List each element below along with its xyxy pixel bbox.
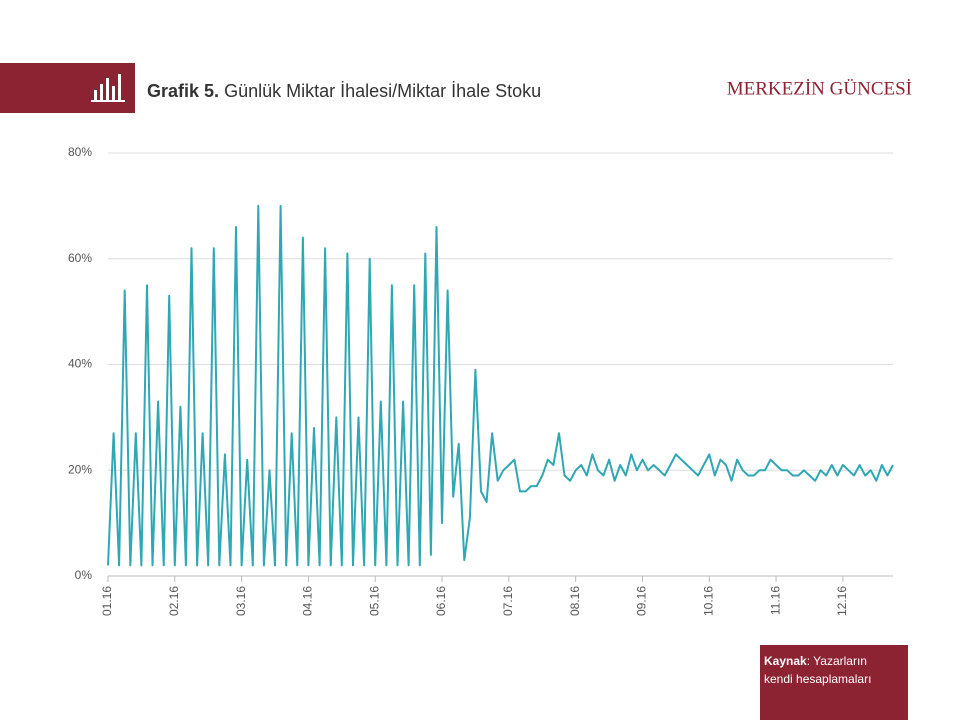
source-box bbox=[760, 645, 908, 720]
line-series bbox=[107, 204, 894, 567]
y-tick-label: 0% bbox=[75, 568, 93, 582]
brand: MERKEZİN GÜNCESİ bbox=[727, 78, 912, 99]
x-tick-label: 07.16 bbox=[501, 586, 515, 616]
source-line2: kendi hesaplamaları bbox=[764, 672, 871, 686]
x-tick-label: 11.16 bbox=[768, 586, 782, 615]
x-tick-label: 02.16 bbox=[167, 586, 181, 616]
chart-title: Grafik 5. Günlük Miktar İhalesi/Miktar İ… bbox=[147, 81, 541, 101]
x-tick-label: 04.16 bbox=[301, 586, 315, 616]
title-prefix: Grafik 5. bbox=[147, 81, 219, 101]
title-text: Günlük Miktar İhalesi/Miktar İhale Stoku bbox=[224, 81, 541, 101]
y-tick-label: 40% bbox=[68, 357, 92, 371]
x-tick-label: 05.16 bbox=[367, 586, 381, 616]
y-tick-label: 20% bbox=[68, 462, 92, 476]
y-tick-label: 60% bbox=[68, 251, 92, 265]
x-tick-label: 10.16 bbox=[701, 586, 715, 616]
x-tick-label: 12.16 bbox=[835, 586, 849, 616]
x-tick-label: 09.16 bbox=[635, 586, 649, 616]
x-tick-label: 03.16 bbox=[234, 586, 248, 616]
source-line1: Kaynak: Yazarların bbox=[764, 654, 867, 668]
chart-icon bbox=[91, 74, 125, 102]
y-tick-label: 80% bbox=[68, 145, 92, 159]
source-label: Kaynak bbox=[764, 654, 807, 668]
source-text: : Yazarların bbox=[807, 654, 867, 668]
x-tick-label: 08.16 bbox=[568, 586, 582, 616]
x-tick-label: 01.16 bbox=[100, 586, 114, 616]
x-tick-label: 06.16 bbox=[434, 586, 448, 616]
